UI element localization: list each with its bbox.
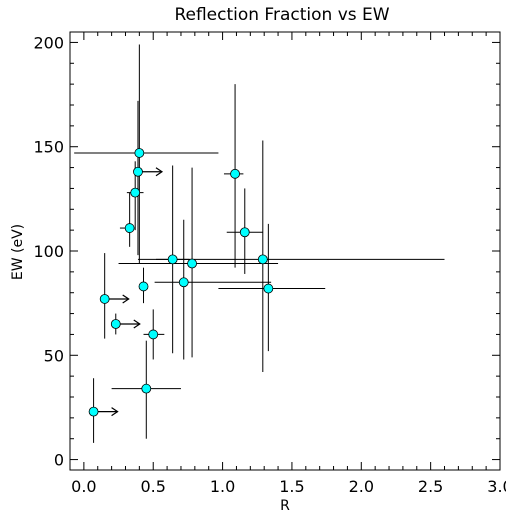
- limit-arrow-head: [133, 319, 141, 329]
- data-point: [130, 187, 141, 198]
- x-axis-label: R: [280, 498, 290, 514]
- data-point: [99, 294, 110, 304]
- x-tick-label: 3.0: [487, 477, 506, 496]
- x-tick-label: 1.0: [210, 477, 235, 496]
- y-tick-label: 200: [33, 33, 64, 52]
- data-point: [257, 254, 268, 265]
- chart-title: Reflection Fraction vs EW: [174, 5, 389, 25]
- error-bars: [74, 44, 445, 443]
- limit-arrow-head: [111, 407, 119, 417]
- data-point: [141, 383, 152, 394]
- data-point: [110, 319, 121, 329]
- data-point: [187, 258, 197, 269]
- data-points: [88, 148, 274, 417]
- x-tick-label: 0.0: [71, 477, 96, 496]
- data-point: [178, 277, 189, 288]
- data-point: [138, 281, 149, 292]
- y-tick-label: 50: [44, 346, 64, 365]
- data-point: [148, 329, 159, 340]
- limit-arrow-head: [122, 294, 130, 304]
- limit-arrow-head: [155, 167, 164, 177]
- y-tick-label: 150: [33, 138, 64, 157]
- data-point: [134, 148, 145, 158]
- data-point: [124, 223, 135, 233]
- data-point: [230, 168, 240, 179]
- y-axis-label: EW (eV): [10, 224, 26, 280]
- axis-ticks: 0.0 0.5 1.0 1.5 2.0 2.5 3.0 0 50 100 150 200: [33, 32, 506, 496]
- data-point: [239, 227, 250, 238]
- x-tick-label: 1.5: [279, 477, 304, 496]
- y-tick-label: 100: [33, 242, 64, 261]
- x-tick-label: 0.5: [140, 477, 165, 496]
- data-point: [263, 283, 274, 294]
- x-tick-label: 2.0: [349, 477, 374, 496]
- data-point: [88, 406, 99, 417]
- data-point: [167, 254, 178, 265]
- y-tick-label: 0: [54, 451, 64, 470]
- x-tick-label: 2.5: [418, 477, 443, 496]
- data-point: [133, 166, 143, 177]
- plot-frame: [69, 31, 501, 471]
